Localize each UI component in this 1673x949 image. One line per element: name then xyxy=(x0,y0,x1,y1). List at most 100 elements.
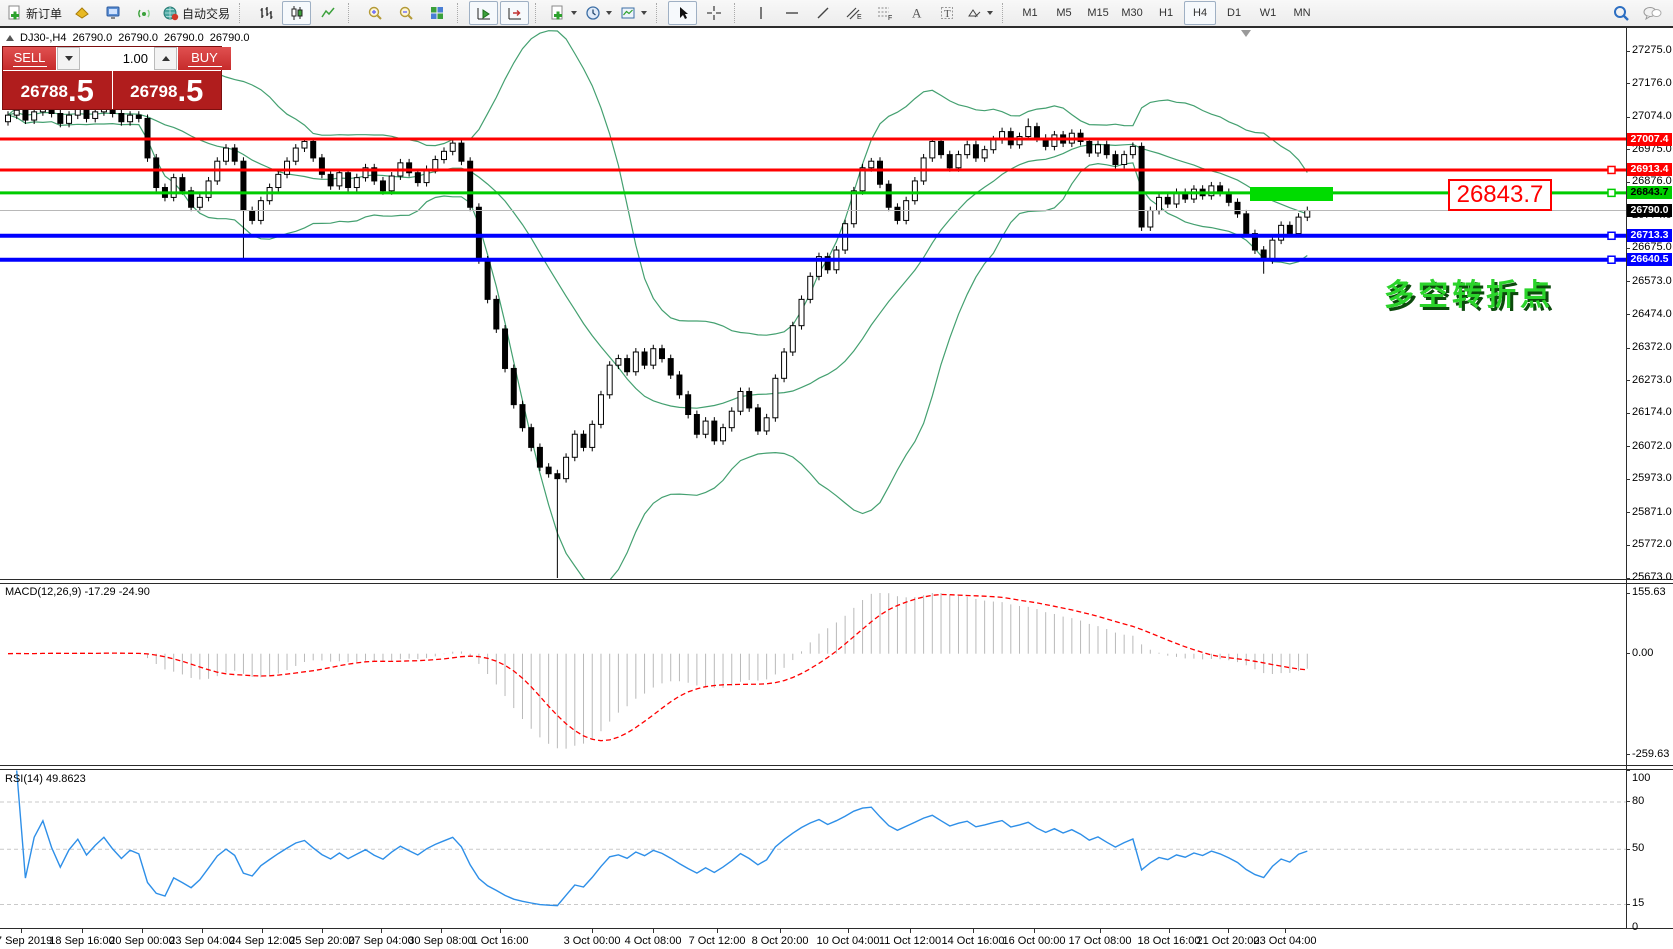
candle-body xyxy=(1095,144,1101,154)
chart-shift-marker[interactable] xyxy=(1241,30,1251,37)
chat-button[interactable] xyxy=(1637,1,1666,25)
candle-body xyxy=(885,183,892,208)
timeframe-h4[interactable]: H4 xyxy=(1184,1,1217,25)
timeframe-m15[interactable]: M15 xyxy=(1087,7,1109,19)
candle-body xyxy=(1138,145,1145,228)
time-axis-label: 20 Sep 00:00 xyxy=(109,935,175,947)
candle-body xyxy=(955,154,962,169)
sell-button[interactable]: SELL xyxy=(3,47,56,70)
candle-body xyxy=(318,157,325,175)
timeframe-mn[interactable]: MN xyxy=(1293,7,1311,19)
cursor-button[interactable] xyxy=(668,1,698,25)
pane-separator[interactable] xyxy=(0,765,1673,770)
rsi-axis-label: 0 xyxy=(1632,921,1639,934)
volume-decrease-button[interactable] xyxy=(57,47,80,70)
text-label-button[interactable]: T xyxy=(932,1,961,25)
time-axis-label: 16 Oct 00:00 xyxy=(1002,935,1066,947)
volume-increase-button[interactable] xyxy=(154,47,177,70)
journal-icon xyxy=(74,5,90,21)
zoom-out-button[interactable] xyxy=(391,1,420,25)
candle-body xyxy=(170,177,177,198)
buy-price-main: 26798 xyxy=(130,82,178,101)
shapes-icon xyxy=(966,5,982,21)
time-axis-tick xyxy=(202,929,203,933)
time-axis-tick xyxy=(381,929,382,933)
channel-icon: E xyxy=(845,5,862,21)
time-axis-tick xyxy=(592,929,593,933)
candle-body xyxy=(859,167,866,192)
vertical-line-icon xyxy=(753,5,769,21)
candle-body xyxy=(310,140,317,159)
candle-body xyxy=(13,109,20,116)
price-callout-box[interactable]: 26843.7 xyxy=(1448,179,1552,211)
time-axis-tick xyxy=(1228,929,1229,933)
price-axis-tick xyxy=(1626,50,1630,52)
timeframe-d1[interactable]: D1 xyxy=(1227,7,1242,19)
candle-body xyxy=(467,160,474,208)
text-button[interactable]: A xyxy=(901,1,930,25)
candle-body xyxy=(571,433,578,458)
horizontal-line-button[interactable] xyxy=(777,1,806,25)
line-chart-button[interactable] xyxy=(313,1,342,25)
rsi-axis-label: 50 xyxy=(1632,842,1645,855)
new-chart-dropdown[interactable] xyxy=(547,1,580,25)
fibonacci-button[interactable]: F xyxy=(870,1,899,25)
timeframe-m1[interactable]: M1 xyxy=(1022,7,1038,19)
timeframe-m30[interactable]: M30 xyxy=(1121,7,1143,19)
toolbar-separator xyxy=(1002,3,1008,23)
template-dropdown[interactable] xyxy=(617,1,650,25)
timeframe-m5[interactable]: M5 xyxy=(1056,7,1072,19)
buy-price[interactable]: 26798 .5 xyxy=(112,71,221,109)
pane-separator[interactable] xyxy=(0,579,1673,584)
signals-button[interactable] xyxy=(129,1,158,25)
candle-body xyxy=(597,394,604,425)
rsi-pane[interactable] xyxy=(0,770,1626,928)
crosshair-button[interactable] xyxy=(699,1,728,25)
candle-body xyxy=(693,414,700,435)
volume-input[interactable] xyxy=(80,47,154,70)
buy-button[interactable]: BUY xyxy=(178,47,231,70)
time-axis-tick xyxy=(848,929,849,933)
rsi-axis-tick xyxy=(1626,801,1630,803)
candle-body xyxy=(1077,132,1084,142)
auto-scroll-button[interactable] xyxy=(469,1,499,25)
candle-body xyxy=(275,173,282,189)
zoom-in-icon xyxy=(367,5,383,21)
period-dropdown[interactable] xyxy=(582,1,615,25)
candlestick-chart-icon xyxy=(289,5,305,21)
symbol-label: DJ30-,H4 xyxy=(20,32,67,44)
trendline-button[interactable] xyxy=(808,1,837,25)
one-click-trade-panel: SELL BUY 26788 .5 26798 .5 xyxy=(2,46,231,110)
vertical-line-button[interactable] xyxy=(746,1,775,25)
line-handle[interactable] xyxy=(1607,165,1616,175)
auto-trading-button[interactable]: 自动交易 xyxy=(160,1,233,25)
sell-price-frac: .5 xyxy=(67,73,94,108)
time-axis-label: 27 Sep 04:00 xyxy=(348,935,414,947)
candle-body xyxy=(484,259,491,300)
time-axis-tick xyxy=(441,929,442,933)
main-chart-pane[interactable] xyxy=(0,28,1626,579)
new-order-button[interactable]: 新订单 xyxy=(4,1,65,25)
shapes-dropdown[interactable] xyxy=(963,1,996,25)
sell-price[interactable]: 26788 .5 xyxy=(3,71,113,109)
line-handle[interactable] xyxy=(1607,231,1616,241)
timeframe-h1[interactable]: H1 xyxy=(1159,7,1174,19)
bar-chart-button[interactable] xyxy=(251,1,280,25)
candle-body xyxy=(798,298,805,327)
candle-body xyxy=(66,114,73,124)
search-button[interactable] xyxy=(1606,1,1635,25)
timeframe-w1[interactable]: W1 xyxy=(1259,7,1277,19)
journal-button[interactable] xyxy=(67,1,96,25)
zoom-in-button[interactable] xyxy=(360,1,389,25)
chart-shift-button[interactable] xyxy=(500,1,530,25)
buy-price-frac: .5 xyxy=(177,73,204,108)
tile-windows-button[interactable] xyxy=(422,1,451,25)
candlestick-chart-button[interactable] xyxy=(282,1,312,25)
market-watch-button[interactable] xyxy=(98,1,127,25)
line-handle[interactable] xyxy=(1607,255,1616,264)
line-handle[interactable] xyxy=(1607,188,1616,198)
time-axis-label: 21 Oct 20:00 xyxy=(1196,935,1260,947)
channel-button[interactable]: E xyxy=(839,1,868,25)
macd-pane[interactable] xyxy=(0,584,1626,765)
highlight-rectangle[interactable] xyxy=(1250,187,1333,201)
